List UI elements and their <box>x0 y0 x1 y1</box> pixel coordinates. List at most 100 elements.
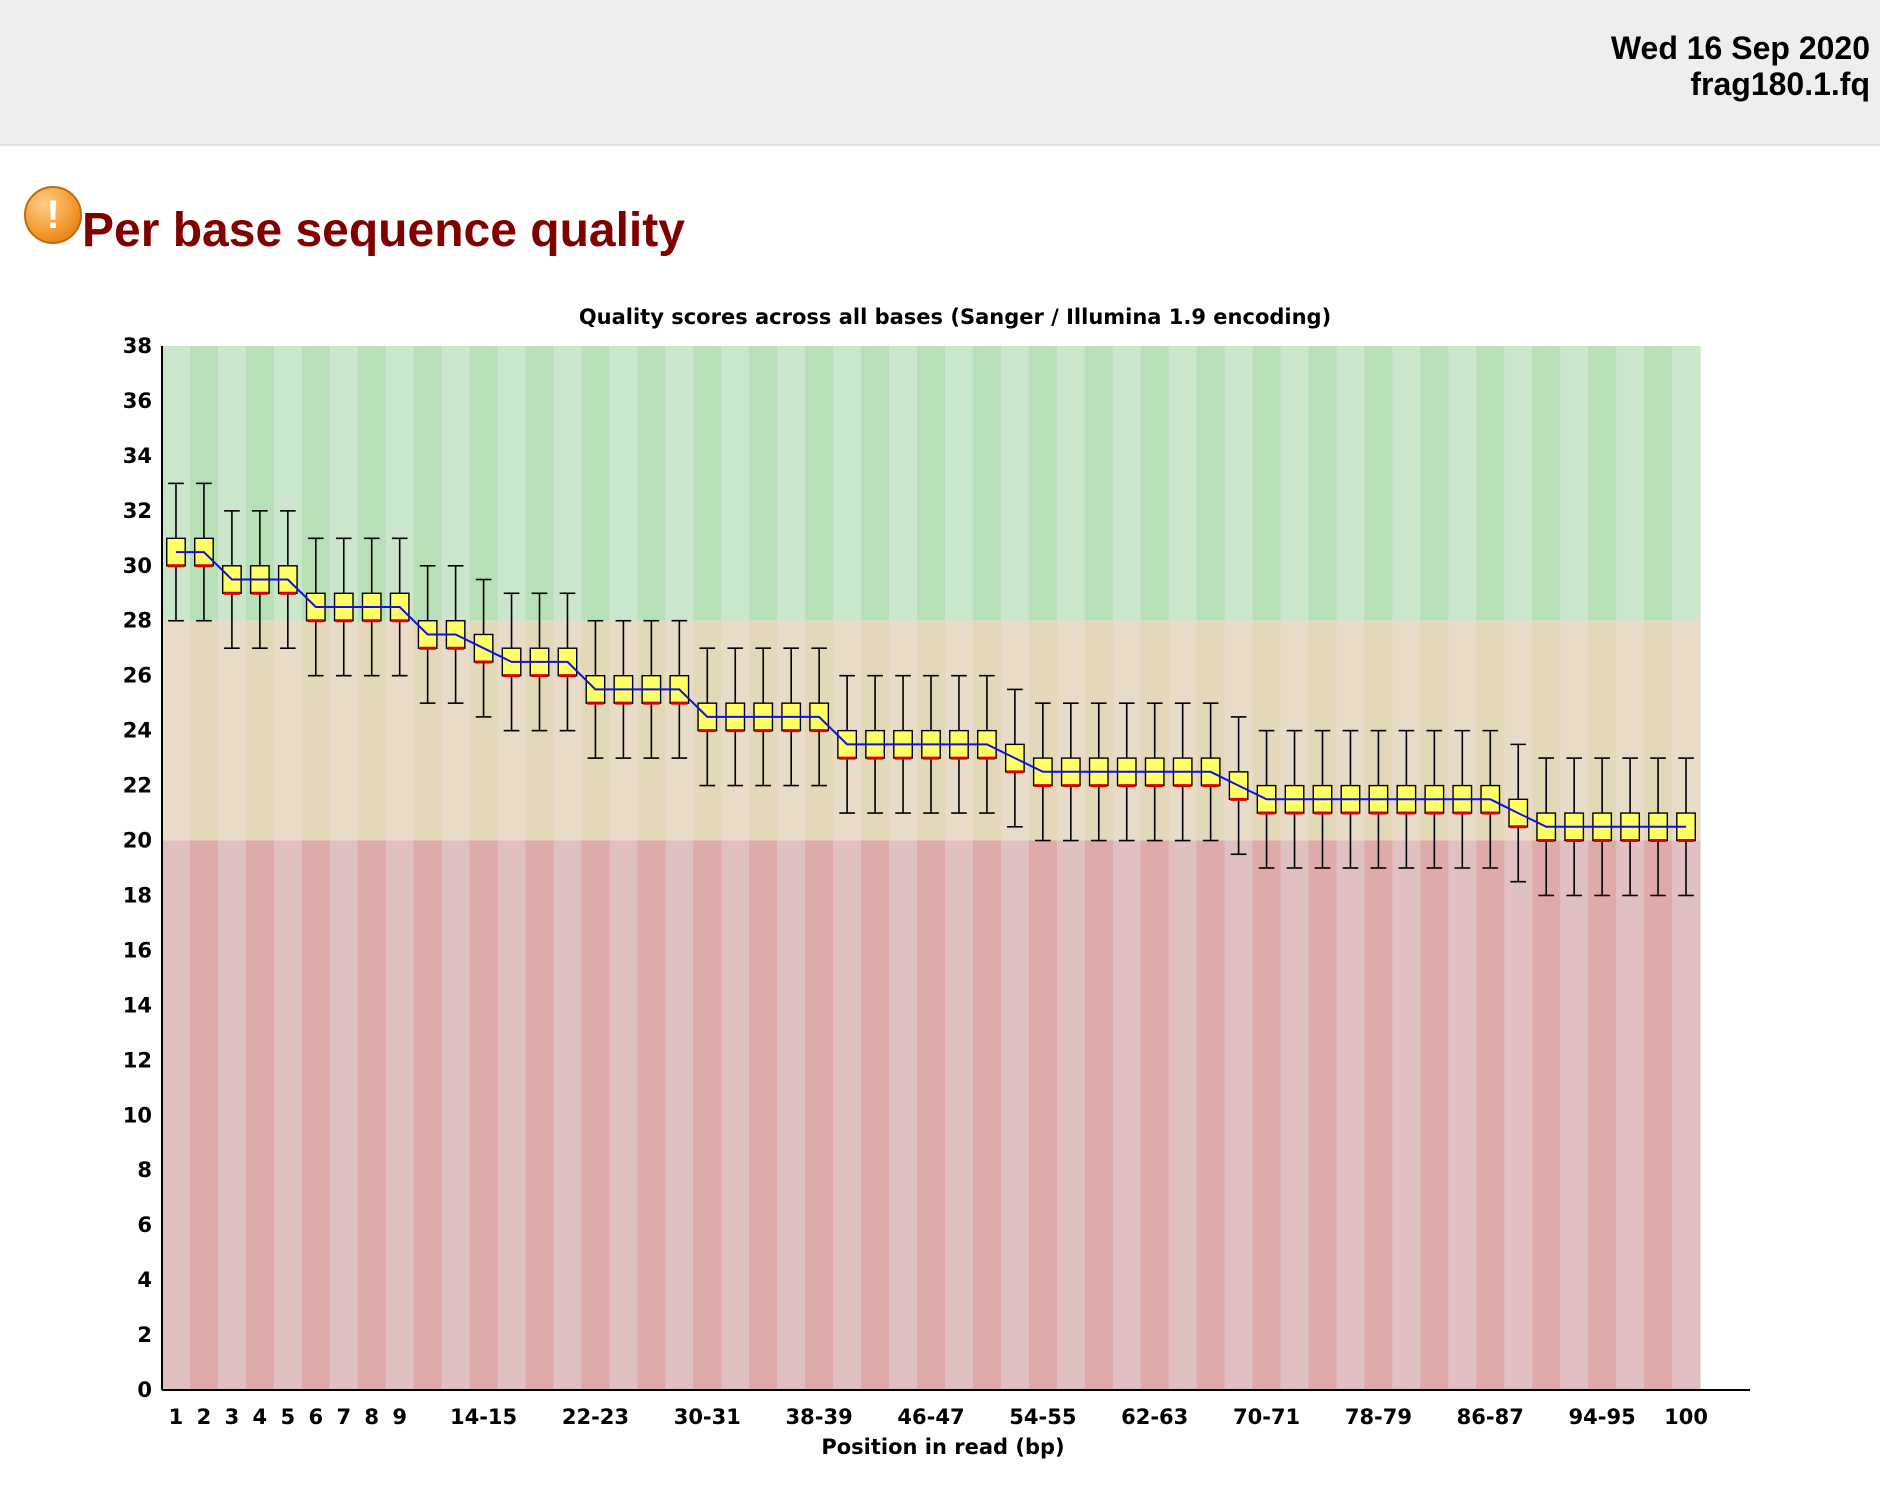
zone-band <box>1224 840 1254 1390</box>
zone-band <box>1532 346 1561 621</box>
zone-band <box>1252 346 1282 621</box>
zone-band <box>497 840 527 1390</box>
zone-band <box>469 346 499 621</box>
x-tick-label: 94-95 <box>1569 1405 1636 1429</box>
y-tick-label: 4 <box>137 1268 152 1292</box>
y-tick-label: 16 <box>123 938 152 962</box>
x-tick-label: 38-39 <box>786 1405 853 1429</box>
zone-band <box>693 346 722 621</box>
x-tick-label: 3 <box>225 1405 240 1429</box>
zone-band <box>1560 840 1589 1390</box>
y-tick-label: 28 <box>123 609 152 633</box>
zone-band <box>944 346 974 621</box>
y-tick-label: 34 <box>123 444 152 468</box>
box-plots <box>166 482 1696 897</box>
zone-band <box>1644 840 1673 1390</box>
zone-band <box>1364 840 1393 1390</box>
y-tick-label: 32 <box>123 499 152 523</box>
y-tick-label: 14 <box>123 993 152 1017</box>
x-tick-label: 4 <box>253 1405 268 1429</box>
zone-band <box>721 346 750 621</box>
x-tick-label: 54-55 <box>1009 1405 1076 1429</box>
zone-band <box>1448 840 1477 1390</box>
box-item <box>249 510 270 650</box>
zone-band <box>1028 840 1058 1390</box>
x-tick-label: 7 <box>336 1405 351 1429</box>
zone-band <box>805 840 834 1390</box>
x-tick-label: 62-63 <box>1121 1405 1188 1429</box>
x-tick-label: 5 <box>281 1405 296 1429</box>
zone-band <box>749 840 778 1390</box>
y-tick-label: 8 <box>137 1158 152 1182</box>
x-tick-label: 100 <box>1664 1405 1708 1429</box>
x-axis-ticks: 1 2 3 4 5 6 7 8 9 14-15 22-23 30-31 38-39 46-47 54-55 6… <box>169 1405 1708 1429</box>
zone-band <box>917 346 946 621</box>
zone-band <box>1168 346 1198 621</box>
x-tick-label: 14-15 <box>450 1405 517 1429</box>
zone-band <box>1560 346 1589 621</box>
zone-band <box>1056 346 1086 621</box>
zone-band <box>1140 840 1170 1390</box>
zone-band <box>189 620 219 841</box>
zone-band <box>162 620 191 841</box>
zone-band <box>777 840 806 1390</box>
x-tick-label: 6 <box>308 1405 323 1429</box>
zone-band <box>944 840 974 1390</box>
zone-band <box>1196 840 1226 1390</box>
y-tick-label: 24 <box>123 719 152 743</box>
y-tick-label: 36 <box>123 389 152 413</box>
chart-axes <box>161 346 1750 1391</box>
zone-band <box>1028 346 1058 621</box>
zone-band <box>1000 840 1030 1390</box>
zone-band <box>805 346 834 621</box>
zone-band <box>1616 840 1645 1390</box>
zone-band <box>1448 346 1477 621</box>
zone-band <box>721 840 750 1390</box>
zone-band <box>833 346 862 621</box>
x-tick-label: 2 <box>197 1405 212 1429</box>
zone-band <box>637 346 666 621</box>
zone-band <box>1392 840 1421 1390</box>
report-header: Wed 16 Sep 2020 frag180.1.fq <box>0 0 1880 146</box>
y-tick-label: 38 <box>123 334 152 358</box>
section-title: Per base sequence quality <box>82 203 685 257</box>
zone-band <box>329 840 359 1390</box>
y-tick-label: 12 <box>123 1048 152 1072</box>
zone-band <box>1112 346 1142 621</box>
zone-band <box>1252 840 1282 1390</box>
x-tick-label: 86-87 <box>1457 1405 1524 1429</box>
zone-band <box>1504 840 1533 1390</box>
y-tick-label: 30 <box>123 554 152 578</box>
zone-band <box>777 346 806 621</box>
zone-band <box>609 840 638 1390</box>
zone-band <box>1000 346 1030 621</box>
report-meta: Wed 16 Sep 2020 frag180.1.fq <box>1611 30 1870 102</box>
y-tick-label: 2 <box>137 1323 152 1347</box>
zone-band <box>1616 346 1645 621</box>
zone-band <box>441 840 471 1390</box>
quality-chart: Quality scores across all bases (Sanger … <box>123 305 1750 1459</box>
zone-band <box>553 346 583 621</box>
zone-band <box>1644 346 1673 621</box>
zone-band <box>1420 840 1449 1390</box>
box-item <box>1676 757 1696 897</box>
y-tick-label: 10 <box>123 1103 152 1127</box>
zone-band <box>861 346 890 621</box>
zone-band <box>1336 840 1366 1390</box>
zone-band <box>1364 346 1393 621</box>
x-tick-label: 9 <box>392 1405 407 1429</box>
zone-band <box>1672 346 1701 621</box>
x-tick-label: 1 <box>169 1405 184 1429</box>
zone-band <box>609 346 638 621</box>
zone-band <box>1280 840 1310 1390</box>
section-heading: ! Per base sequence quality <box>24 186 685 270</box>
zone-band <box>861 840 890 1390</box>
zone-band <box>1532 840 1561 1390</box>
zone-band <box>245 840 275 1390</box>
zone-band <box>1476 840 1505 1390</box>
quality-zones <box>162 346 1701 1390</box>
mean-line <box>176 551 1686 828</box>
y-tick-label: 20 <box>123 829 152 853</box>
zone-band <box>889 840 918 1390</box>
